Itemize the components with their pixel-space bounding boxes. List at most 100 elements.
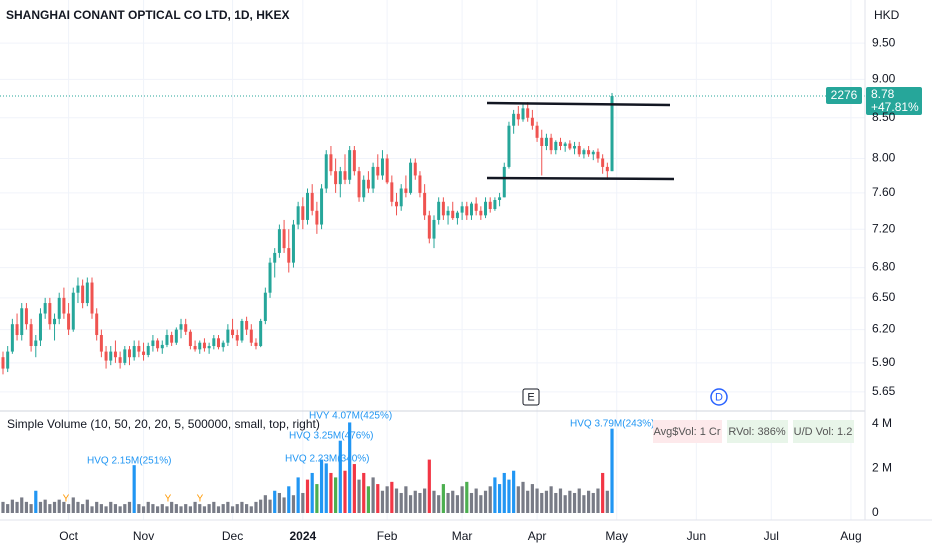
volume-bar — [390, 481, 394, 513]
volume-bar — [601, 472, 605, 513]
drawn-support-line[interactable] — [486, 176, 675, 181]
candle-body — [540, 137, 544, 146]
candle-body — [498, 197, 502, 201]
volume-bar — [540, 492, 544, 513]
candle-body — [193, 346, 197, 350]
volume-bar — [357, 479, 361, 513]
volume-bar — [418, 492, 422, 513]
candle-body — [334, 171, 338, 185]
candle-body — [596, 151, 600, 159]
x-tick-label: Jul — [764, 529, 779, 543]
volume-bar — [291, 495, 296, 513]
volume-marker: Y — [63, 494, 70, 505]
candle-body — [324, 154, 328, 189]
candle-body — [156, 340, 160, 349]
volume-bar — [1, 501, 5, 513]
drawn-resistance-line[interactable] — [486, 101, 671, 107]
volume-bar — [338, 440, 342, 513]
y-tick-label: 8.00 — [872, 151, 896, 165]
earnings-marker[interactable] — [522, 388, 540, 406]
volume-bar — [305, 479, 310, 513]
volume-bar — [146, 501, 150, 513]
candle-body — [207, 346, 211, 349]
volume-bar — [254, 501, 258, 513]
volume-bar — [38, 501, 43, 513]
candle-body — [320, 188, 324, 225]
volume-bar — [57, 499, 61, 513]
y-tick-label: 7.60 — [872, 185, 896, 199]
x-tick-label: Mar — [452, 529, 473, 543]
volume-bar — [24, 501, 29, 513]
candle-body — [240, 320, 244, 341]
volume-bar — [48, 504, 52, 513]
volume-annotation: HVQ 3.79M(243%) — [570, 419, 654, 430]
candle-body — [95, 313, 99, 336]
volume-bar — [202, 506, 207, 513]
stat-box — [653, 420, 722, 443]
candle-body — [479, 210, 483, 216]
candle-body — [385, 158, 389, 183]
change-percent: +47.81% — [871, 100, 919, 114]
y-tick-label: 7.20 — [872, 221, 896, 235]
volume-bar — [212, 501, 216, 513]
volume-bar — [76, 501, 80, 513]
volume-bar — [427, 459, 431, 513]
candle-body — [231, 329, 235, 336]
candle-body — [582, 150, 586, 155]
candle-body — [587, 150, 591, 155]
candle-body — [235, 335, 239, 341]
candle-body — [43, 303, 47, 314]
candle-body — [371, 166, 375, 189]
candle-body — [521, 108, 525, 120]
candle-body — [109, 351, 113, 361]
countdown: 2276 — [831, 88, 858, 102]
candle-body — [76, 285, 80, 293]
candle-body — [474, 203, 478, 211]
volume-bar — [348, 422, 352, 513]
volume-bar — [544, 490, 549, 513]
volume-bar — [526, 490, 530, 513]
volume-bar — [282, 497, 286, 513]
x-tick-label: Dec — [222, 529, 243, 543]
candle-body — [338, 171, 342, 185]
volume-bar — [301, 492, 305, 513]
candle-body — [469, 203, 473, 216]
y-tick-label: 5.65 — [872, 384, 896, 398]
candle-body — [48, 303, 52, 325]
candle-body — [329, 154, 333, 172]
volume-bar — [572, 492, 577, 513]
chart-title: SHANGHAI CONANT OPTICAL CO LTD, 1D, HKEX — [6, 8, 290, 22]
volume-bar — [310, 472, 314, 513]
volume-bar — [423, 488, 427, 513]
volume-bar — [432, 490, 436, 513]
candle-body — [502, 166, 506, 198]
candle-body — [1, 357, 5, 369]
volume-bar — [469, 492, 474, 513]
candle-body — [526, 108, 530, 118]
volume-bar — [334, 477, 338, 513]
stat-box — [793, 420, 854, 443]
candle-body — [127, 349, 131, 358]
volume-bar — [577, 488, 581, 513]
candle-body — [544, 137, 548, 146]
volume-bar — [249, 506, 253, 513]
candle-body — [380, 158, 384, 176]
candle-body — [277, 229, 281, 253]
volume-bar — [319, 459, 324, 513]
candle-body — [34, 340, 38, 347]
volume-annotation: HVQ 2.15M(251%) — [87, 456, 171, 467]
volume-bar — [516, 486, 520, 513]
volume-bar — [273, 490, 277, 513]
dividend-marker[interactable] — [710, 388, 728, 406]
candle-body — [254, 342, 258, 347]
volume-bar — [170, 501, 174, 513]
candle-body — [62, 297, 66, 314]
volume-bar — [10, 499, 14, 513]
x-tick-label: May — [605, 529, 628, 543]
x-tick-label: Jun — [687, 529, 706, 543]
candle-body — [488, 201, 492, 209]
candle-body — [605, 166, 609, 172]
candle-body — [296, 206, 300, 225]
volume-bar — [240, 501, 244, 513]
